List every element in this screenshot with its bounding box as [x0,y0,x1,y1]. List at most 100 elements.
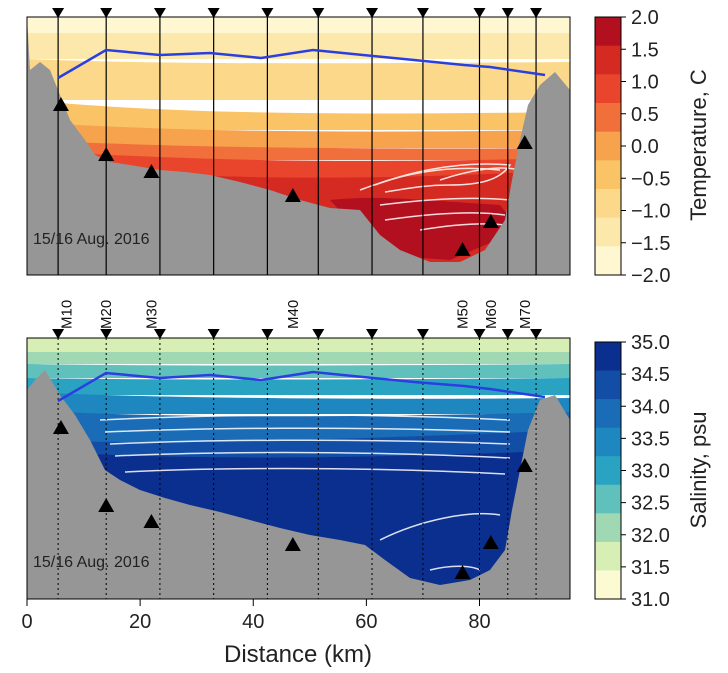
sal-contour-2 [104,427,511,433]
colorbar-tick-label: 32.0 [631,525,670,547]
temperature-date-label: 15/16 Aug. 2016 [33,231,150,248]
station-marker [501,8,514,18]
instrument-marker [516,458,533,472]
x-axis: 0 20 40 60 80 [21,599,491,633]
temp-contour-6 [439,167,521,181]
temperature-colorbar: 2.0 1.5 1.0 0.5 0.0 −0.5 −1.0 −1.5 −2.0 [594,7,670,287]
x-tick-label: 60 [355,611,377,633]
station-marker [153,8,166,18]
station-marker [366,8,379,18]
colorbar-swatch [595,103,621,133]
instrument-marker [284,537,301,551]
instrument-marker [143,514,160,528]
temp-contour-3 [379,197,511,206]
station-marker [530,8,543,18]
station-marker [261,329,274,339]
temp-band-6 [27,140,570,160]
station-marker [530,329,543,339]
temp-band-4 [27,100,570,130]
salinity-instrument-markers [52,420,533,579]
colorbar-swatch [595,160,621,190]
temperature-instrument-markers [52,97,533,256]
salinity-panel: M10 M20 M30 M40 M50 M60 M70 15/16 Aug. 2016 35… [26,300,711,611]
x-tick-label: 80 [468,611,490,633]
instrument-marker [454,242,471,256]
sal-contour-6 [379,512,501,541]
sal-contour-7 [429,565,481,571]
colorbar-tick-label: −1.5 [631,233,670,255]
mooring-label: M70 [517,300,534,329]
station-marker [473,329,486,339]
sal-plot-frame [26,337,571,600]
instrument-marker [52,97,69,111]
colorbar-tick-label: 1.5 [631,39,659,61]
colorbar-swatch [595,456,621,486]
colorbar-tick-label: 2.0 [631,7,659,29]
mooring-label: M20 [98,300,115,329]
station-marker [100,329,113,339]
station-marker [52,8,65,18]
sal-contour-1 [99,414,511,421]
colorbar-swatch [595,370,621,400]
station-marker [207,8,220,18]
colorbar-tick-label: 33.0 [631,461,670,483]
x-tick-label: 20 [129,611,151,633]
instrument-marker [98,498,115,512]
mooring-labels: M10 M20 M30 M40 M50 M60 M70 [59,300,534,329]
colorbar-tick-label: 0.0 [631,136,659,158]
mooring-label: M10 [59,300,76,329]
salinity-contours [99,414,511,571]
station-marker [207,329,220,339]
station-marker [416,329,429,339]
colorbar-tick-label: 35.0 [631,332,670,354]
temp-band-5 [27,122,570,148]
temp-band-1 [27,17,570,33]
x-axis-label: Distance (km) [224,641,372,668]
colorbar-swatch [595,74,621,104]
station-marker [312,8,325,18]
sal-band-3 [27,364,570,378]
station-marker [473,8,486,18]
temperature-colorbar-label: Temperature, C [686,69,711,221]
colorbar-swatch [595,541,621,571]
mooring-label: M40 [285,300,302,329]
colorbar-swatch [595,45,621,75]
colorbar-swatch [595,427,621,457]
temp-band-3 [27,59,570,100]
station-marker [261,8,274,18]
salinity-top-markers [52,329,543,339]
colorbar-tick-label: 0.5 [631,104,659,126]
colorbar-tick-label: 31.0 [631,589,670,611]
instrument-marker [482,535,499,549]
mooring-label: M60 [483,300,500,329]
station-marker [501,329,514,339]
colorbar-tick-label: −2.0 [631,265,670,287]
salinity-date-label: 15/16 Aug. 2016 [33,554,150,571]
colorbar-swatch [595,570,621,600]
sal-band-5 [27,392,570,414]
colorbar-tick-label: 1.0 [631,72,659,94]
temp-bathymetry [27,17,570,275]
instrument-marker [516,135,533,149]
temp-band-2 [27,33,570,59]
x-tick-label: 0 [21,611,32,633]
colorbar-swatch [595,217,621,247]
salinity-station-lines [57,338,537,599]
colorbar-swatch [595,513,621,543]
colorbar-tick-label: 34.0 [631,396,670,418]
colorbar-tick-label: 31.5 [631,557,670,579]
temp-contour-4 [384,212,506,221]
colorbar-swatch [595,17,621,47]
colorbar-swatch [595,484,621,514]
station-marker [52,329,65,339]
colorbar-swatch [595,131,621,161]
mooring-label: M30 [143,300,160,329]
sal-contour-3 [109,439,511,445]
colorbar-tick-label: 32.5 [631,493,670,515]
salinity-bathymetry [27,338,570,599]
temp-contour-1 [359,163,512,193]
sal-contour-4 [114,451,511,459]
instrument-marker [284,188,301,202]
salinity-colorbar: 35.0 34.5 34.0 33.5 33.0 32.5 32.0 31.5 31.0 [594,332,670,611]
